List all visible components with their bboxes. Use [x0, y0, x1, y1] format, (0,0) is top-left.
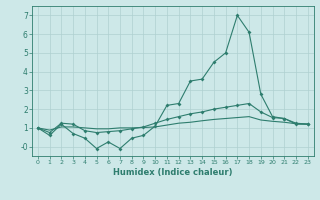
- X-axis label: Humidex (Indice chaleur): Humidex (Indice chaleur): [113, 168, 233, 177]
